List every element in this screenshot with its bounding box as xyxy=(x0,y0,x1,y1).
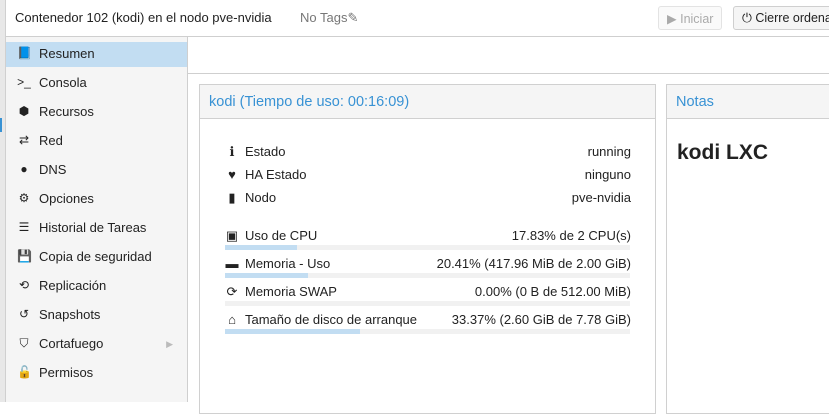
book-icon: 📘 xyxy=(17,46,32,60)
sidebar-item-replicaci-n[interactable]: ⟲ Replicación xyxy=(6,274,187,299)
server-icon: ▮ xyxy=(228,190,236,205)
exchange-icon: ⇄ xyxy=(18,133,30,147)
floppy-icon: 💾 xyxy=(17,249,32,263)
usage-label: Tamaño de disco de arranque xyxy=(245,312,418,327)
terminal-icon: >_ xyxy=(17,75,31,89)
refresh-icon: ⟳ xyxy=(226,284,238,299)
sidebar-item-label: Recursos xyxy=(39,104,94,119)
status-row: ▮ Nodo pve-nvidia xyxy=(225,190,631,206)
sidebar-item-cortafuego[interactable]: ⛉ Cortafuego ▶ xyxy=(6,332,187,357)
heartbeat-icon: ♥ xyxy=(228,167,236,182)
status-row: ♥ HA Estado ninguno xyxy=(225,167,631,182)
usage-row: ⌂ Tamaño de disco de arranque 33.37% (2.60… xyxy=(225,312,631,327)
retweet-icon: ⟲ xyxy=(18,278,30,292)
play-icon: ▶ xyxy=(667,12,677,26)
chevron-right-icon[interactable]: ▶ xyxy=(166,339,173,349)
status-label: Estado xyxy=(245,144,286,159)
sidebar-item-label: DNS xyxy=(39,162,67,177)
sidebar-item-dns[interactable]: ● DNS xyxy=(6,158,187,183)
power-icon: ⏻ xyxy=(742,11,752,25)
hdd-icon: ⌂ xyxy=(228,312,236,327)
sidebar-item-label: Copia de seguridad xyxy=(39,249,152,264)
sidebar-item-label: Cortafuego xyxy=(39,336,104,351)
usage-progress-fill xyxy=(225,273,308,278)
status-value: ninguno xyxy=(584,167,631,182)
sidebar-item-label: Permisos xyxy=(39,365,94,380)
shutdown-label: Cierre ordena xyxy=(755,11,829,25)
start-button[interactable]: ▶ Iniciar xyxy=(658,6,723,30)
sidebar: 📘 Resumen >_ Consola ⬢ Recursos ⇄ Red ● DNS ⚙ Opcio… xyxy=(6,37,188,402)
status-label: Nodo xyxy=(245,190,277,205)
usage-row: ▬ Memoria - Uso 20.41% (417.96 MiB de 2.00… xyxy=(225,256,632,271)
list-icon: ☰ xyxy=(18,220,30,234)
usage-label: Uso de CPU xyxy=(245,228,318,243)
info-icon: ℹ xyxy=(229,144,235,159)
status-row: ℹ Estado running xyxy=(225,144,631,160)
sidebar-item-snapshots[interactable]: ↺ Snapshots xyxy=(6,303,187,328)
history-icon: ↺ xyxy=(18,307,30,321)
usage-value: 0.00% (0 B de 512.00 MiB) xyxy=(474,284,631,299)
tags-label: No Tags xyxy=(300,10,348,25)
header: Contenedor 102 (kodi) en el nodo pve-nvi… xyxy=(6,0,829,37)
status-value: pve-nvidia xyxy=(571,190,631,205)
usage-value: 20.41% (417.96 MiB de 2.00 GiB) xyxy=(436,256,631,271)
usage-progress-bar xyxy=(225,245,630,250)
page-title: Contenedor 102 (kodi) en el nodo pve-nvi… xyxy=(15,10,272,25)
sidebar-item-label: Consola xyxy=(39,75,87,90)
sidebar-item-historial-de-tareas[interactable]: ☰ Historial de Tareas xyxy=(6,216,187,241)
usage-label: Memoria - Uso xyxy=(245,256,331,271)
sidebar-item-label: Replicación xyxy=(39,278,107,293)
memory-icon: ▬ xyxy=(225,256,239,271)
usage-value: 17.83% de 2 CPU(s) xyxy=(511,228,631,243)
cpu-icon: ▣ xyxy=(225,228,239,243)
usage-label: Memoria SWAP xyxy=(245,284,337,299)
sidebar-item-red[interactable]: ⇄ Red xyxy=(6,129,187,154)
sidebar-item-opciones[interactable]: ⚙ Opciones xyxy=(6,187,187,212)
notes-title: Notas xyxy=(667,85,829,119)
usage-row: ▣ Uso de CPU 17.83% de 2 CPU(s) xyxy=(225,228,631,244)
status-label: HA Estado xyxy=(245,167,307,182)
resource-tree-marker xyxy=(0,118,2,132)
sidebar-item-resumen[interactable]: 📘 Resumen xyxy=(6,42,187,67)
sidebar-item-label: Snapshots xyxy=(39,307,101,322)
sidebar-item-consola[interactable]: >_ Consola xyxy=(6,71,187,96)
sidebar-item-label: Red xyxy=(39,133,63,148)
left-strip xyxy=(0,0,6,402)
summary-title: kodi (Tiempo de uso: 00:16:09) xyxy=(200,85,655,119)
usage-row: ⟳ Memoria SWAP 0.00% (0 B de 512.00 MiB) xyxy=(225,284,631,300)
usage-progress-bar xyxy=(225,273,630,278)
sidebar-item-label: Opciones xyxy=(39,191,94,206)
globe-icon: ● xyxy=(20,162,28,176)
start-label: Iniciar xyxy=(680,12,714,26)
unlock-icon: 🔓 xyxy=(17,365,32,379)
shutdown-button[interactable]: ⏻ Cierre ordena xyxy=(733,6,829,30)
notes-panel: Notas kodi LXC xyxy=(666,84,829,414)
shield-icon: ⛉ xyxy=(19,336,29,350)
sidebar-item-copia-de-seguridad[interactable]: 💾 Copia de seguridad xyxy=(6,245,187,270)
sidebar-item-label: Resumen xyxy=(39,46,95,61)
status-value: running xyxy=(587,144,631,159)
usage-progress-fill xyxy=(225,245,298,250)
usage-progress-bar xyxy=(225,301,630,306)
cube-icon: ⬢ xyxy=(18,104,30,118)
summary-panel: kodi (Tiempo de uso: 00:16:09) ℹ Estado ru… xyxy=(199,84,656,414)
notes-content: kodi LXC xyxy=(677,141,769,164)
pencil-icon[interactable]: ✎ xyxy=(347,10,359,25)
usage-value: 33.37% (2.60 GiB de 7.78 GiB) xyxy=(451,312,631,327)
usage-progress-fill xyxy=(225,329,361,334)
sidebar-item-label: Historial de Tareas xyxy=(39,220,147,235)
sidebar-item-recursos[interactable]: ⬢ Recursos xyxy=(6,100,187,125)
gear-icon: ⚙ xyxy=(18,191,30,205)
usage-progress-bar xyxy=(225,329,630,334)
sidebar-item-permisos[interactable]: 🔓 Permisos xyxy=(6,361,187,386)
content-toolbar xyxy=(188,37,829,74)
tags[interactable]: No Tags✎ xyxy=(300,10,358,26)
